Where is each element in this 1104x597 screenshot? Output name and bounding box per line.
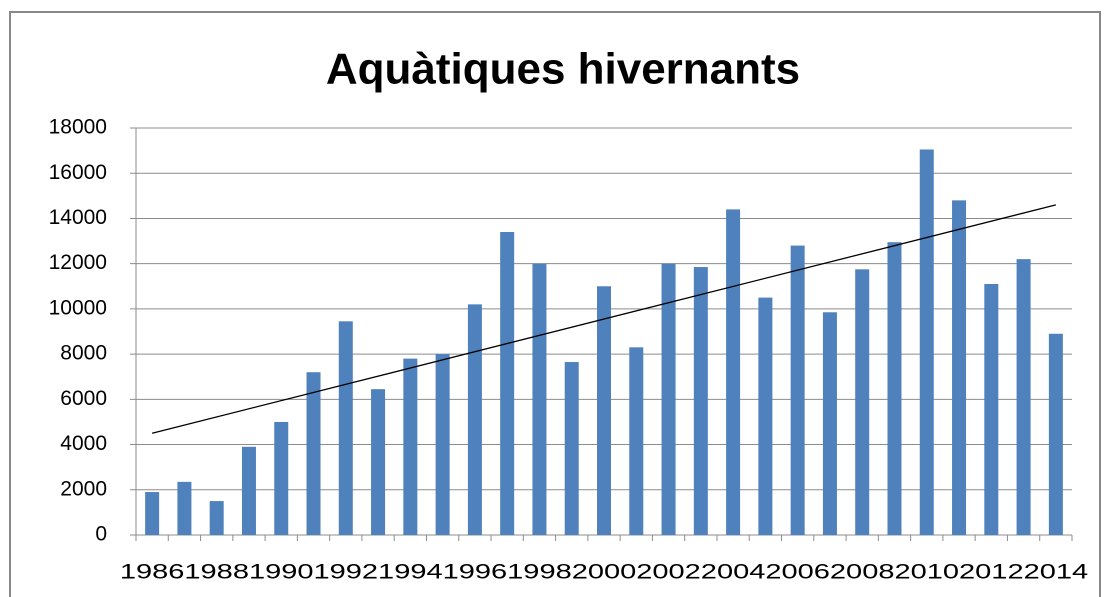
y-tick-label: 2000 bbox=[60, 477, 107, 500]
bar bbox=[338, 321, 353, 535]
chart-border bbox=[9, 11, 1101, 597]
bar bbox=[177, 481, 192, 535]
bar bbox=[274, 421, 289, 535]
bar bbox=[209, 501, 224, 535]
chart-title: Aquàtiques hivernants bbox=[326, 45, 800, 94]
bar bbox=[693, 267, 708, 535]
bar bbox=[984, 284, 999, 535]
bar bbox=[306, 372, 321, 535]
x-tick-label: 2010 bbox=[894, 561, 959, 584]
bar bbox=[790, 245, 805, 536]
bar bbox=[145, 492, 160, 535]
x-tick-label: 1988 bbox=[184, 561, 249, 584]
y-tick-label: 14000 bbox=[49, 206, 107, 229]
bar bbox=[1048, 333, 1063, 535]
bar bbox=[822, 312, 837, 535]
bar bbox=[435, 354, 450, 535]
y-tick-label: 18000 bbox=[49, 116, 107, 139]
y-tick-label: 10000 bbox=[49, 296, 107, 319]
bar bbox=[532, 263, 547, 535]
bar bbox=[500, 232, 515, 535]
x-tick-label: 2006 bbox=[765, 561, 830, 584]
x-tick-label: 1994 bbox=[378, 561, 443, 584]
bar bbox=[887, 242, 902, 536]
bar bbox=[661, 263, 676, 535]
bar bbox=[855, 269, 870, 535]
bar bbox=[1016, 259, 1031, 535]
x-tick-label: 2014 bbox=[1024, 561, 1089, 584]
trendline bbox=[151, 204, 1057, 434]
bar bbox=[726, 209, 741, 535]
x-tick-label: 1990 bbox=[249, 561, 314, 584]
bar bbox=[597, 286, 611, 535]
x-tick-label: 2002 bbox=[636, 561, 701, 584]
bar bbox=[564, 362, 579, 535]
x-tick-label: 2000 bbox=[572, 561, 637, 584]
x-tick-label: 1992 bbox=[314, 561, 379, 584]
bar bbox=[952, 200, 967, 535]
x-tick-label: 2004 bbox=[701, 561, 766, 584]
y-tick-label: 12000 bbox=[49, 251, 107, 274]
x-tick-label: 1998 bbox=[507, 561, 572, 584]
x-tick-label: 2008 bbox=[830, 561, 895, 584]
y-tick-label: 0 bbox=[95, 523, 107, 546]
bar bbox=[371, 389, 386, 535]
y-tick-label: 4000 bbox=[60, 432, 107, 455]
y-tick-label: 16000 bbox=[49, 161, 107, 184]
x-tick-label: 1996 bbox=[443, 561, 508, 584]
bar bbox=[629, 347, 644, 535]
bar bbox=[467, 304, 482, 535]
bar bbox=[758, 297, 773, 535]
y-tick-label: 6000 bbox=[60, 387, 107, 410]
bar bbox=[403, 358, 418, 535]
y-tick-label: 8000 bbox=[60, 342, 107, 365]
bar bbox=[241, 446, 256, 535]
bar bbox=[919, 149, 934, 535]
x-tick-label: 1986 bbox=[120, 561, 185, 584]
x-tick-label: 2012 bbox=[959, 561, 1024, 584]
